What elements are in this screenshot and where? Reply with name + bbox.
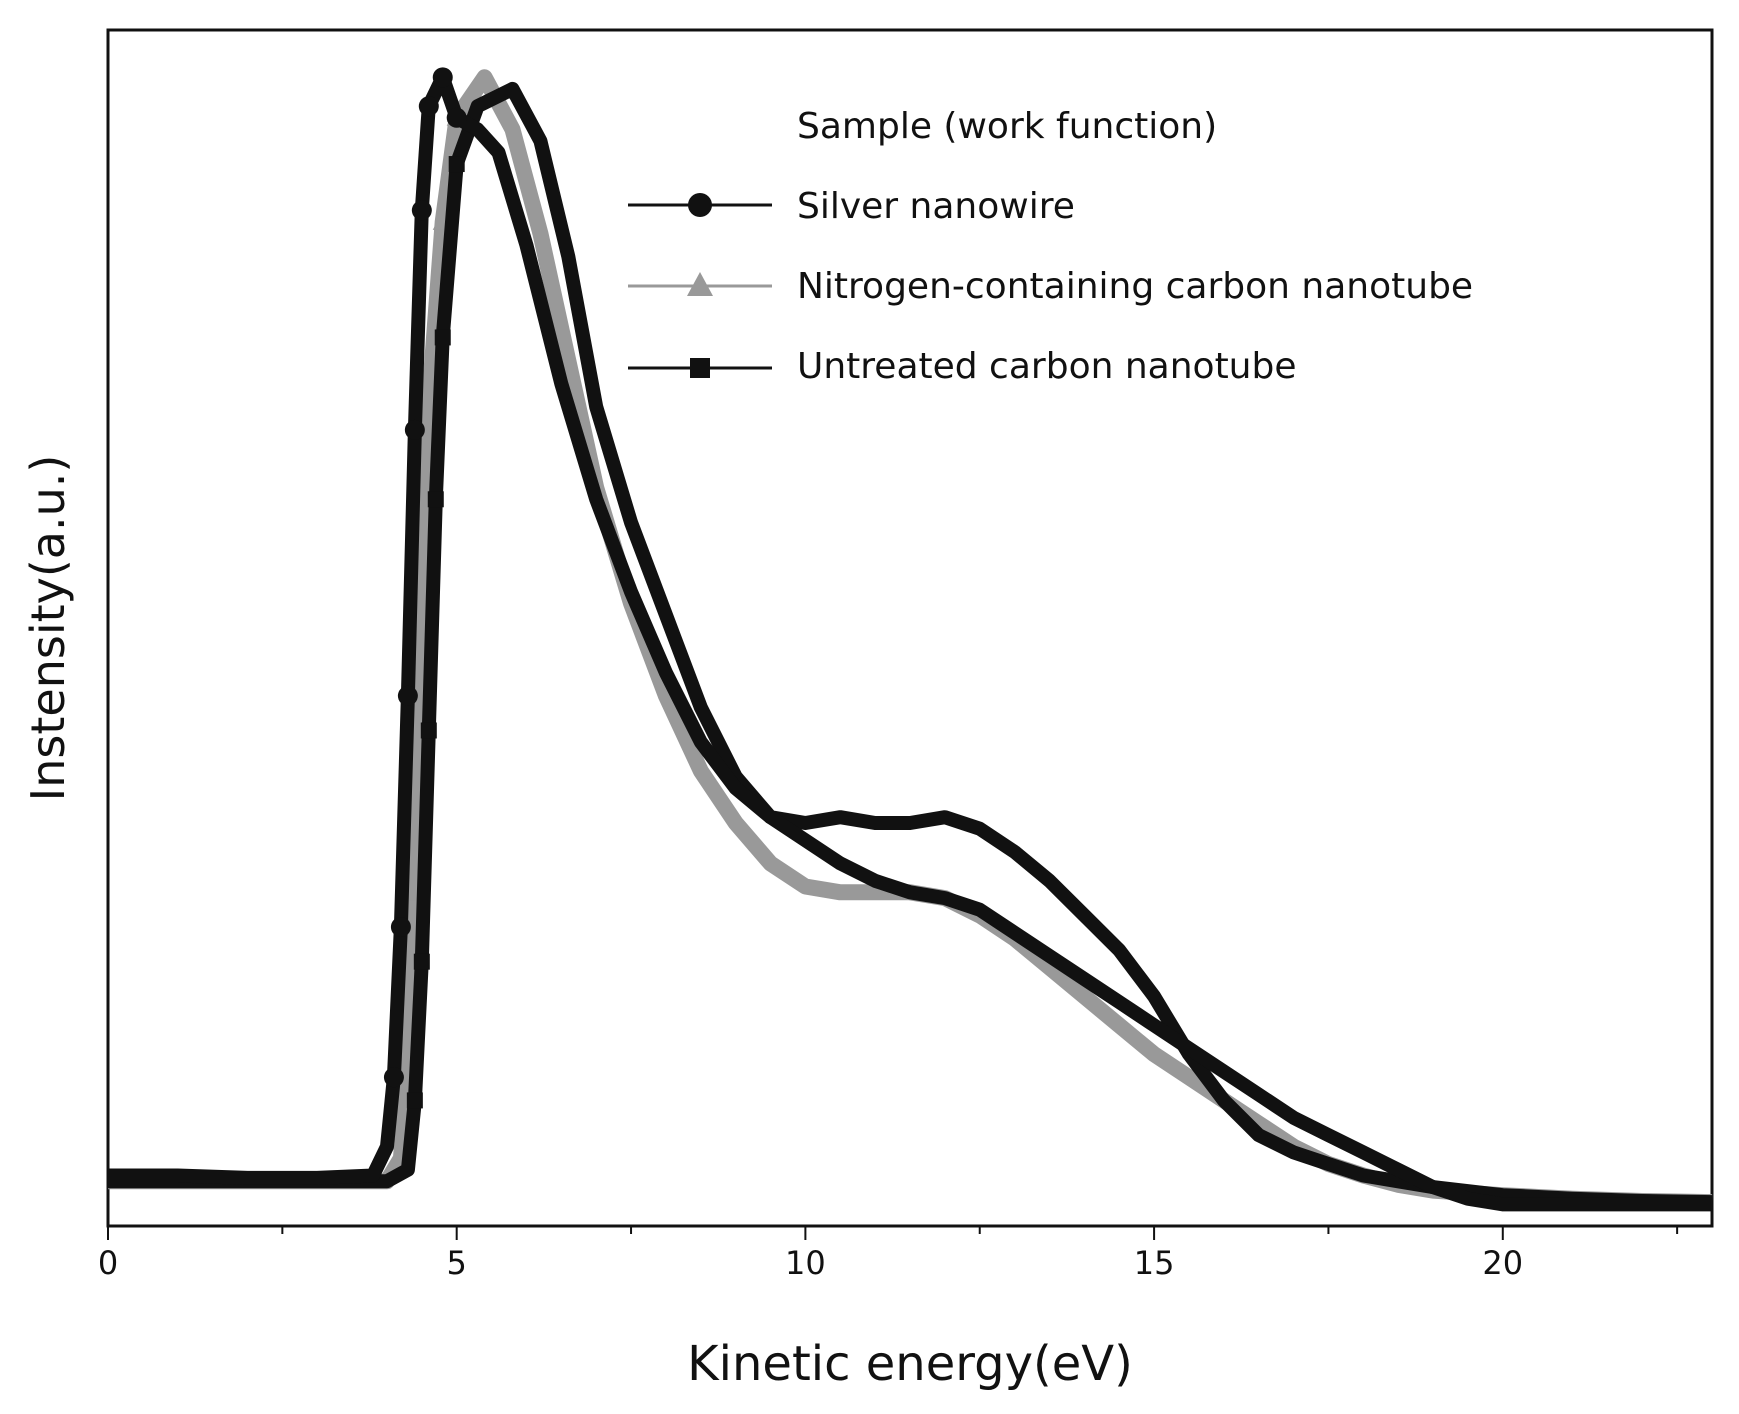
x-axis-ticks: 0 5 10 15 20 (98, 1226, 1679, 1282)
legend-label-nitrogen-cnt: Nitrogen-containing carbon nanotube (797, 266, 1473, 307)
series-nitrogen-cnt (108, 69, 1713, 1211)
x-tick-label: 0 (98, 1244, 118, 1282)
legend-label-silver-nanowire: Silver nanowire (797, 186, 1075, 227)
data-point-silver-nanowire (390, 917, 411, 937)
legend: Sample (work function) Silver nanowire N… (628, 106, 1473, 387)
x-axis-title: Kinetic energy(eV) (687, 1336, 1133, 1392)
legend-marker-untreated-cnt (690, 358, 710, 378)
data-point-silver-nanowire (432, 67, 453, 88)
series-untreated-cnt (108, 81, 1713, 1210)
legend-marker-silver-nanowire (688, 193, 712, 217)
y-axis-title: Instensity(a.u.) (21, 455, 75, 802)
data-point-untreated-cnt (427, 491, 444, 508)
data-point-untreated-cnt (406, 1092, 423, 1109)
data-point-silver-nanowire (418, 96, 439, 117)
plot-frame (106, 28, 1714, 1228)
data-point-untreated-cnt (448, 156, 465, 173)
series-line-silver-nanowire (108, 70, 1712, 1212)
x-tick-label: 5 (447, 1244, 467, 1282)
x-tick-label: 15 (1134, 1244, 1175, 1282)
data-point-silver-nanowire (404, 419, 425, 440)
data-point-silver-nanowire (397, 685, 418, 706)
series-line-nitrogen-cnt (108, 69, 1713, 1211)
x-tick-label: 20 (1482, 1244, 1523, 1282)
data-point-silver-nanowire (411, 200, 432, 221)
series-layer (108, 67, 1713, 1212)
data-point-untreated-cnt (420, 722, 437, 739)
x-tick-label: 10 (785, 1244, 826, 1282)
legend-label-untreated-cnt: Untreated carbon nanotube (797, 346, 1297, 387)
legend-marker-nitrogen-cnt (687, 272, 713, 296)
data-point-silver-nanowire (446, 107, 467, 128)
data-point-untreated-cnt (413, 953, 430, 970)
legend-title: Sample (work function) (797, 106, 1217, 147)
data-point-untreated-cnt (434, 329, 451, 346)
series-silver-nanowire (108, 67, 1712, 1212)
series-line-untreated-cnt (108, 81, 1713, 1210)
data-point-silver-nanowire (383, 1067, 404, 1088)
